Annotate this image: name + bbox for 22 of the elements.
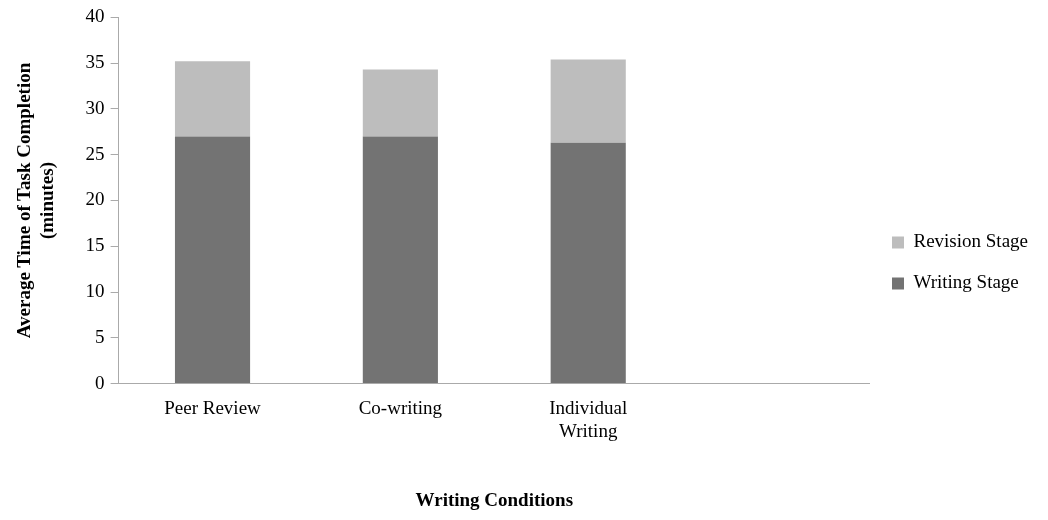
y-tick-label: 5 (95, 325, 105, 347)
bar (174, 61, 251, 137)
bar (550, 142, 626, 384)
y-tick-label: 35 (85, 51, 105, 73)
x-axis-title: Writing Conditions (415, 488, 574, 510)
y-tick-label: 30 (85, 96, 105, 118)
legend-label: Writing Stage (913, 271, 1019, 293)
x-tick-label: Co-writing (358, 396, 443, 418)
y-tick-label: 40 (85, 5, 105, 27)
y-tick-label: 10 (85, 280, 105, 302)
bar (550, 59, 626, 143)
y-tick-label: 0 (95, 371, 105, 393)
y-tick-label: 15 (85, 234, 105, 256)
y-tick-label: 20 (85, 188, 105, 210)
legend-label: Revision Stage (913, 230, 1029, 252)
bar (362, 136, 438, 384)
y-axis-title: Average Time of Task Completion (minutes) (13, 62, 59, 339)
x-tick-label: Individual Writing (549, 396, 628, 441)
bar (174, 136, 251, 384)
y-tick-label: 25 (85, 142, 105, 164)
bar (362, 69, 438, 137)
x-tick-label: Peer Review (164, 396, 262, 418)
